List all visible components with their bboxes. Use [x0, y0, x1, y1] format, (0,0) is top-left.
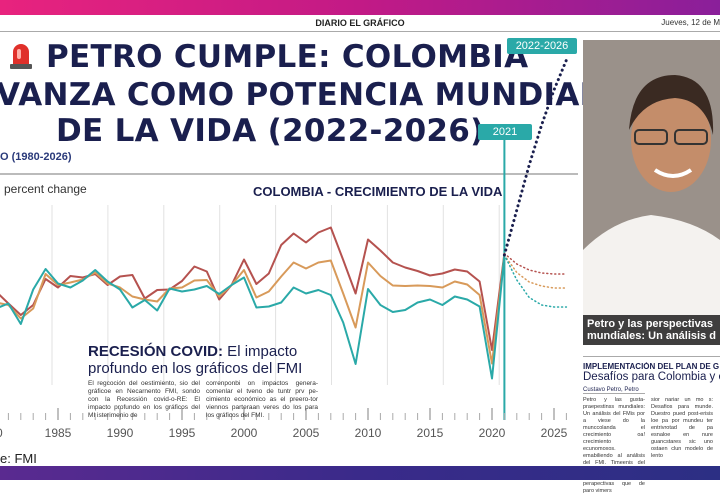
masthead: DIARIO EL GRÁFICO: [315, 18, 405, 28]
x-tick-label: 1985: [45, 426, 72, 440]
x-tick-label: 1990: [107, 426, 134, 440]
projection-line-orange: [503, 254, 568, 289]
x-tick-label: 80: [0, 426, 3, 440]
projection-line-teal: [503, 254, 568, 308]
x-tick-label: 2010: [355, 426, 382, 440]
top-color-bar: [0, 0, 720, 15]
sidebar-divider: [583, 356, 720, 357]
sidebar-kicker: IMPLEMENTACIÓN DEL PLAN DE G: [583, 362, 720, 371]
chart-title: COLOMBIA - CRECIMIENTO DE LA VIDA: [253, 184, 503, 199]
siren-icon: [10, 44, 32, 69]
projection-line-red: [503, 252, 568, 275]
bottom-color-bar: [0, 466, 720, 480]
covid-headline: RECESIÓN COVID: El impacto profundo en l…: [88, 343, 303, 377]
x-tick-label: 2015: [417, 426, 444, 440]
x-tick-label: 2000: [231, 426, 258, 440]
headline-line-3: DE LA VIDA (2022-2026): [56, 113, 485, 149]
series-line-orange: [0, 254, 506, 365]
sidebar-byline: Custavo Petro, Petro: [583, 387, 645, 394]
source-note: e: FMI: [0, 451, 37, 466]
x-tick-label: 2025: [541, 426, 568, 440]
covid-body-col-1: El regcoción del oestimiento, sio del gr…: [88, 380, 200, 419]
headline-line-1: PETRO CUMPLE: COLOMBIA: [46, 39, 529, 75]
x-tick-label: 2020: [479, 426, 506, 440]
photo-caption: Petro y las perspectivas mundiales: Un a…: [583, 315, 720, 345]
sidebar-headline: Desafíos para Colombia y e: [583, 371, 720, 383]
section-divider: [0, 173, 578, 175]
header-divider: [0, 31, 720, 32]
sidebar-body-col-1: Petro y las gusta-praepestinss mundiales…: [583, 397, 645, 494]
projection-line-target: [502, 58, 568, 257]
growth-line-chart: 80 1985 1990 1995 2000 2005 2010 2015 2020 2025: [0, 58, 568, 440]
series-line-teal: [0, 254, 506, 380]
petro-photo: Petro y las perspectivas mundiales: Un a…: [583, 40, 720, 345]
x-tick-label: 2005: [293, 426, 320, 440]
portrait-illustration: [583, 40, 720, 345]
sidebar-body-col-2: sior nariar un mo s: Desafios para munde…: [651, 397, 713, 459]
chart-subtitle: O (1980-2026): [0, 151, 72, 163]
headline-line-2: VANZA COMO POTENCIA MUNDIAL: [0, 77, 600, 113]
covid-article: RECESIÓN COVID: El impacto profundo en l…: [88, 343, 318, 420]
y-axis-label: percent change: [4, 182, 87, 196]
series-line-red: [0, 226, 506, 351]
covid-body-col-2: correnponbi on impactos genera-comenlar …: [206, 380, 318, 419]
x-tick-label: 1995: [169, 426, 196, 440]
annotation-2021: 2021: [478, 124, 532, 140]
annotation-2022-2026: 2022-2026: [507, 38, 577, 54]
issue-date: Jueves, 12 de M: [661, 18, 720, 27]
